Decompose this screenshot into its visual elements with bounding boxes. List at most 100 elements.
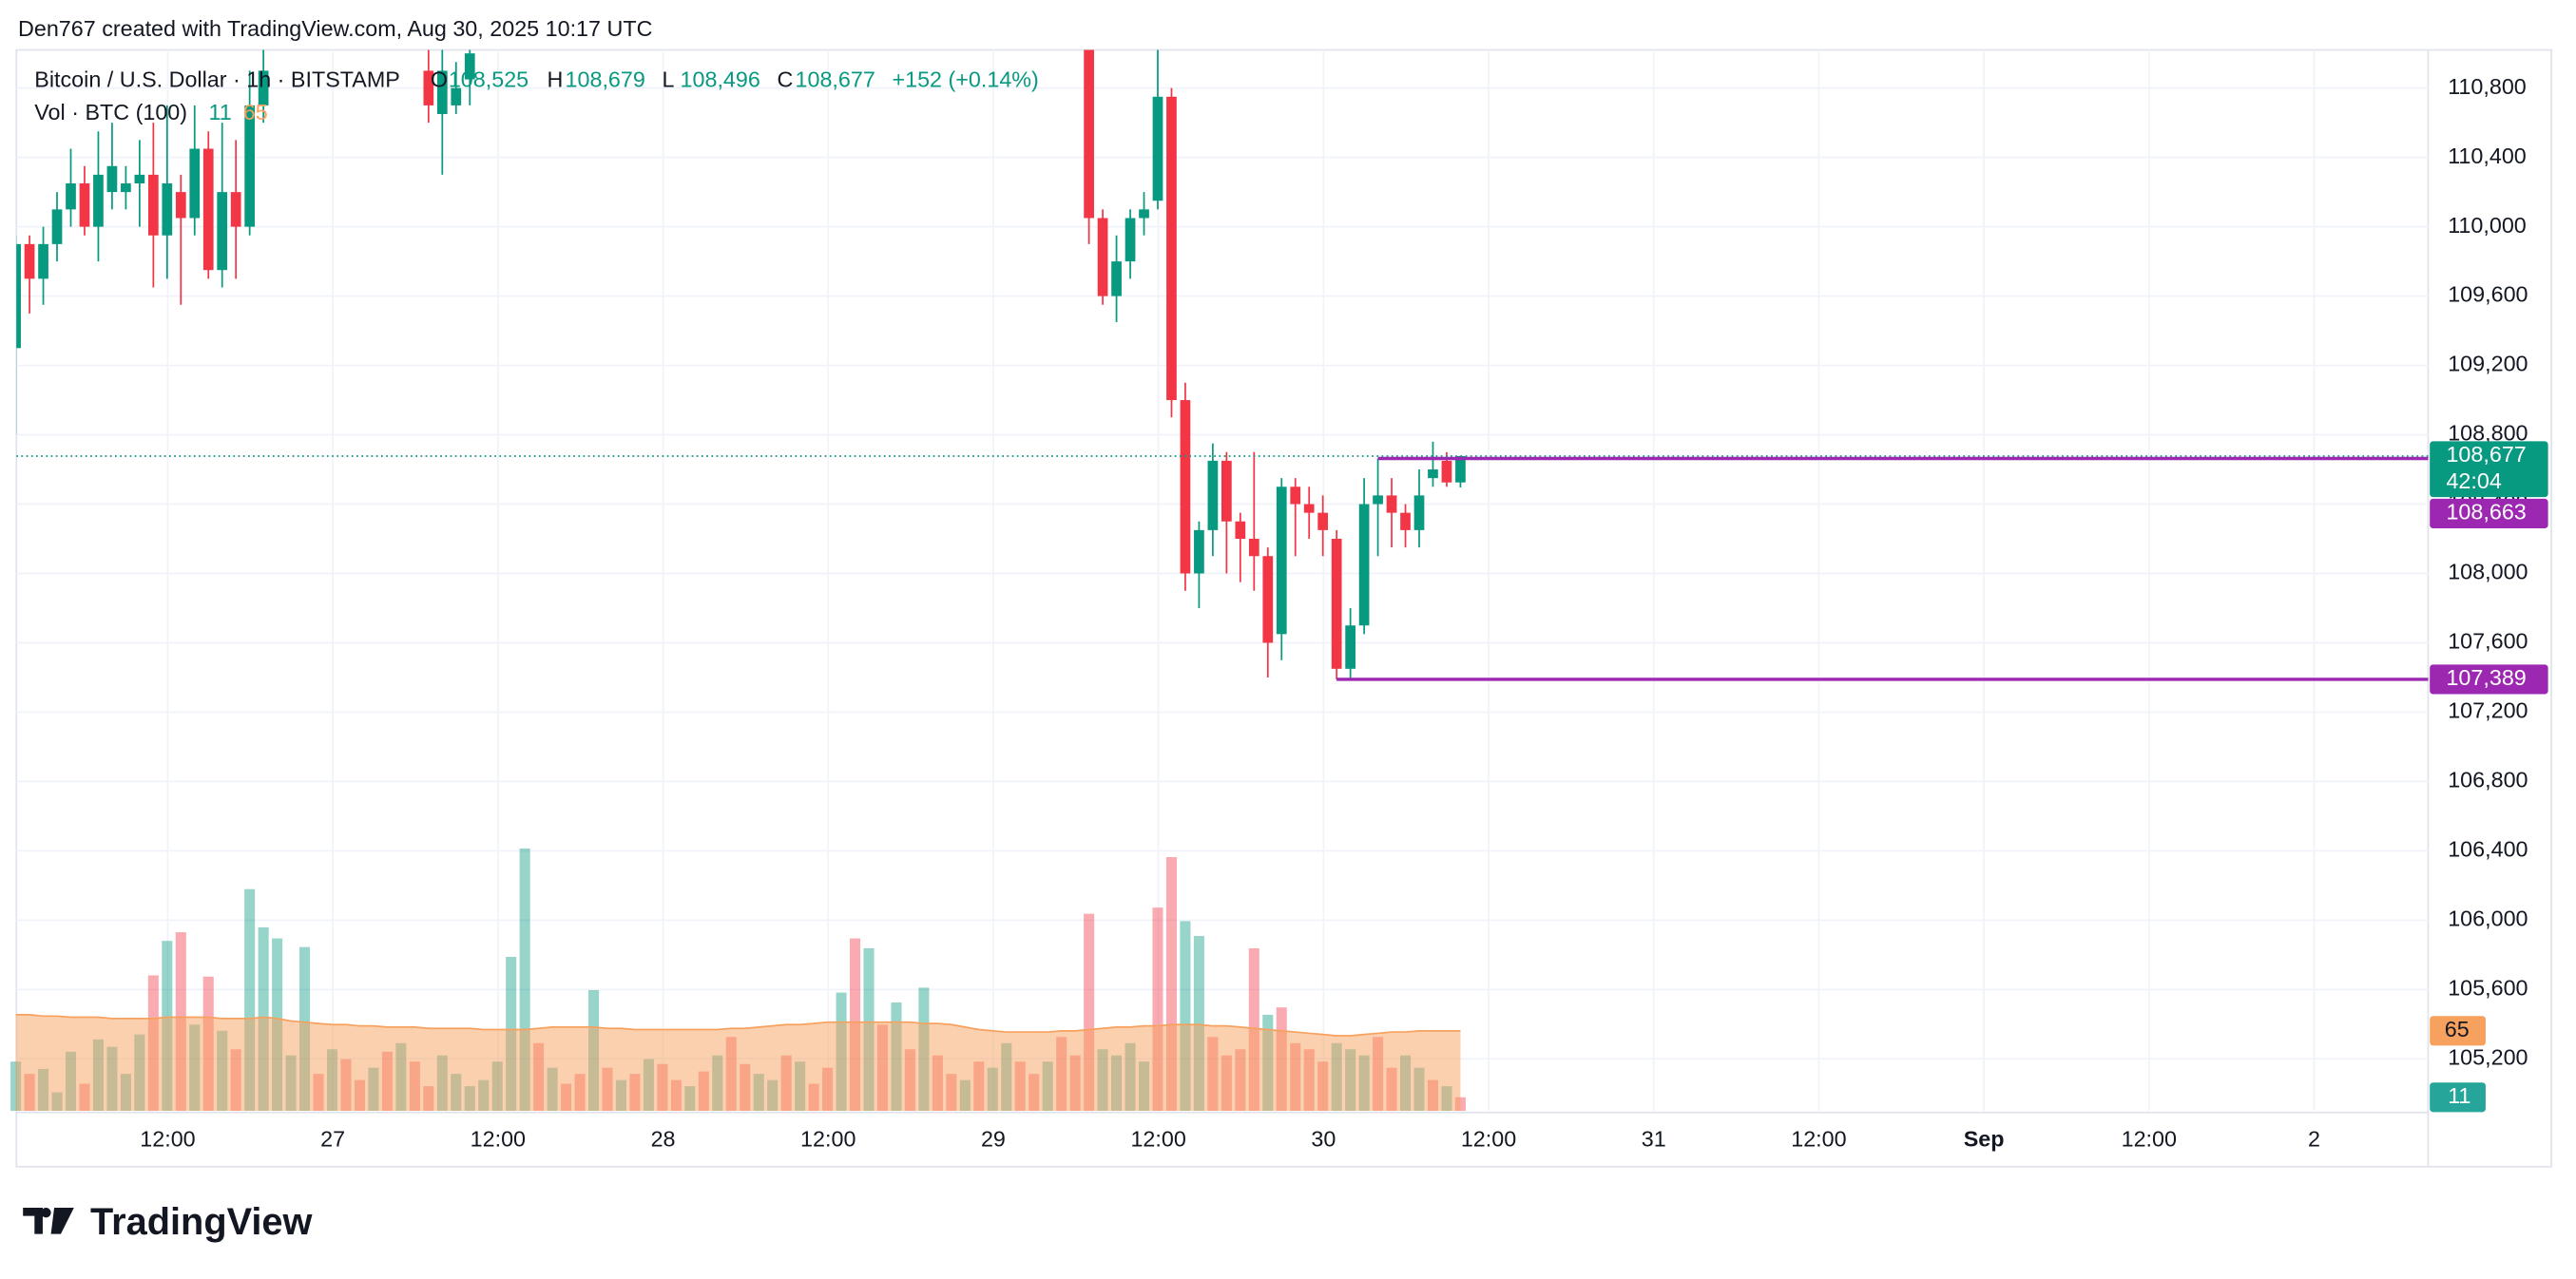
candle-body [1180,400,1191,574]
candle-body [1166,96,1177,401]
logo-text: TradingView [90,1201,312,1243]
candle-body [134,174,145,184]
logo: TradingView [23,1201,313,1243]
y-tick-label: 106,800 [2448,768,2528,792]
candle-body [1084,49,1094,219]
candle-body [93,174,104,227]
candle-body [1139,209,1149,219]
x-tick-label: 12:00 [2122,1126,2177,1151]
volume-bar [519,848,530,1112]
candle-body [1262,556,1274,643]
candle-body [106,165,118,193]
candle-body [244,105,256,227]
volume-bar [1084,913,1095,1112]
volume-pane [10,848,1466,1112]
y-tick-label: 107,200 [2448,698,2528,723]
volume-ma-area [15,1014,1461,1112]
candle-body [230,192,241,227]
y-tick-label: 110,000 [2448,213,2527,238]
y-tick-label: 106,000 [2448,907,2528,931]
y-tick-label: 105,600 [2448,975,2528,1000]
candle-body [24,243,35,279]
logo-icon [23,1207,74,1234]
volume-bar [1152,907,1163,1112]
chart-frame [15,48,2552,1168]
volume-axis-label: 11 [2448,1083,2470,1108]
y-tick-label: 109,600 [2448,282,2528,307]
price-label: 108,677 [2446,442,2526,467]
legend-volume: 11 [208,100,231,124]
candle-body [16,243,21,349]
price-label: 108,663 [2446,500,2526,525]
candle-body [1235,521,1246,539]
legend-key: H [548,67,564,92]
candle-body [1097,218,1108,296]
price-label-box [2430,498,2548,529]
volume-ma-line [15,1014,1461,1037]
x-tick-label: 31 [1642,1126,1666,1151]
x-tick-label: 12:00 [471,1126,526,1151]
candle-body [1331,538,1342,669]
legend-value: 108,677 [796,67,875,92]
symbol: Bitcoin / U.S. Dollar · 1h · BITSTAMP [34,67,400,92]
candle-body [1386,495,1397,513]
candle-body [1373,495,1383,505]
candle-body [1221,460,1232,522]
candle-body [423,70,434,105]
price-label-box [2430,441,2548,498]
y-tick-label: 108,800 [2448,421,2528,446]
candle-body [147,174,159,236]
candle-body [1358,504,1370,626]
volume-bar [244,888,256,1112]
y-tick-label: 108,000 [2448,560,2528,584]
x-tick-label: 12:00 [1791,1126,1846,1151]
legend-value: 108,496 [681,67,760,92]
legend-key: L [663,67,675,92]
candle-body [1345,625,1355,669]
x-tick-label: 12:00 [1461,1126,1516,1151]
legend-value: 108,679 [566,67,645,92]
legend-volume-ma: 65 [243,100,268,124]
y-tick-label: 109,200 [2448,352,2528,376]
volume-bar [1193,935,1204,1112]
candle-body [1317,512,1329,530]
volume-ma-axis-label: 65 [2445,1017,2470,1041]
x-tick-label: 28 [651,1126,676,1151]
x-tick-label: 27 [320,1126,345,1151]
x-tick-label: 12:00 [140,1126,195,1151]
price-label: 107,389 [2446,665,2526,690]
x-tick-label: 29 [981,1126,1006,1151]
volume-bar [1165,857,1177,1112]
volume-title: Vol · BTC (100) [34,100,187,124]
candle-body [1152,96,1163,201]
legend-value: 108,525 [449,67,529,92]
legend-key: C [777,67,793,92]
candle-body [202,148,214,271]
price-label-box [2430,664,2548,695]
candle-body [1455,455,1466,483]
y-tick-label: 105,200 [2448,1044,2528,1069]
candle-body [217,192,228,271]
candle-body [51,209,63,244]
candle-body [175,192,186,219]
candle-body [189,148,201,219]
x-tick-label: 12:00 [800,1126,855,1151]
legend-change: +152 (+0.14%) [892,67,1038,92]
x-tick-label: 2 [2308,1126,2320,1151]
candle-body [1413,495,1425,530]
countdown: 42:04 [2446,468,2501,493]
candle-body [464,53,475,80]
y-tick-label: 107,600 [2448,629,2528,654]
candle-body [258,70,269,105]
y-tick-label: 110,400 [2448,143,2527,168]
y-tick-label: 110,800 [2448,74,2527,99]
x-tick-label: 12:00 [1130,1126,1185,1151]
candle-body [79,183,90,227]
volume-box [2430,1082,2486,1113]
volume-ma-box [2430,1016,2486,1046]
legend: Bitcoin / U.S. Dollar · 1h · BITSTAMP Vo… [34,67,1039,125]
candle-body [1111,261,1122,296]
candle-body [1125,218,1136,262]
